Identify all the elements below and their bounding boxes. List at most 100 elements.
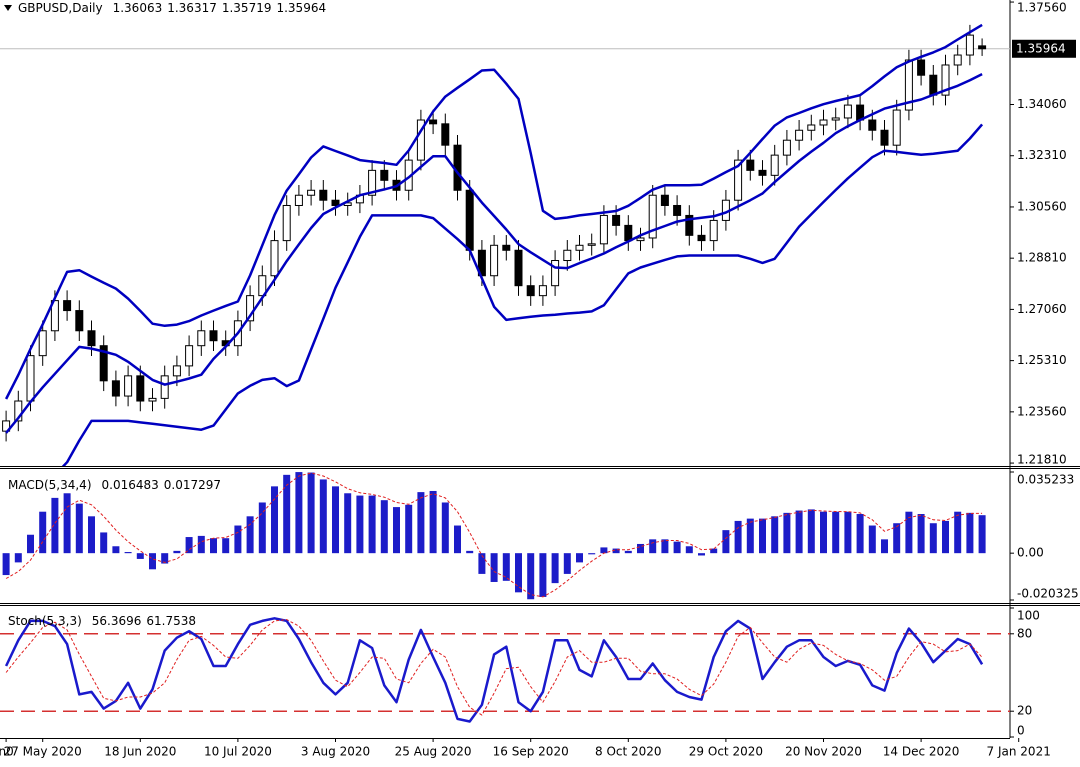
candle-body (197, 330, 206, 347)
header-value: 0.017297 (164, 478, 221, 492)
histogram-bar (527, 553, 535, 600)
candle-body (465, 189, 474, 251)
candle-body (575, 244, 584, 251)
histogram-bar (368, 495, 376, 554)
candle-body (746, 159, 755, 171)
histogram-bar (246, 516, 254, 554)
candle-body (490, 244, 499, 277)
histogram-bar (161, 553, 169, 564)
candle-body (782, 139, 791, 156)
candle-body (63, 300, 72, 312)
histogram-bar (759, 518, 766, 554)
candle-body (563, 249, 572, 262)
indicator-line (5, 72, 983, 434)
histogram-bar (881, 539, 888, 554)
histogram-bar (197, 535, 205, 554)
histogram-bar (173, 550, 181, 554)
indicator-line (61, 123, 984, 466)
candle-body (697, 234, 706, 242)
histogram-bar (222, 538, 230, 554)
histogram-bar (576, 553, 583, 563)
histogram-bar (722, 530, 730, 554)
histogram-bar (149, 553, 156, 570)
candle-body (685, 214, 694, 236)
histogram-bar (51, 497, 59, 554)
candle-body (429, 119, 438, 125)
candle-body (599, 214, 608, 245)
candle-body (380, 169, 389, 181)
y-tick-label: 1.23560 (1017, 404, 1067, 418)
histogram-bar (478, 553, 486, 574)
candle-body (26, 355, 35, 402)
histogram-bar (588, 553, 596, 555)
histogram-bar (612, 548, 620, 554)
y-tick-label: 0 (1017, 724, 1025, 738)
candle-body (636, 237, 645, 242)
candle-body (843, 104, 852, 119)
indicator-line (5, 472, 983, 598)
candle-body (819, 119, 828, 126)
histogram-bar (832, 511, 840, 554)
candle-body (892, 109, 901, 146)
y-tick-label: 100 (1017, 609, 1040, 623)
candle-body (538, 285, 547, 297)
x-tick-label: 7 Jan 2021 (987, 745, 1051, 759)
panel-header: MACD(5,34,4) 0.016483 0.017297 (8, 478, 221, 492)
candle-body (941, 64, 950, 96)
histogram-bar (332, 486, 339, 554)
histogram-bar (405, 504, 413, 554)
histogram-bar (771, 516, 779, 554)
candle-body (124, 375, 133, 397)
y-tick-label: 1.21810 (1017, 453, 1067, 467)
candle-body (978, 45, 987, 50)
candle-body (831, 117, 840, 121)
header-value: 1.35964 (276, 1, 326, 15)
histogram-bar (600, 547, 608, 554)
candle-body (648, 194, 657, 239)
histogram-bar (783, 512, 791, 554)
histogram-bar (283, 474, 291, 554)
y-tick-label: 1.32310 (1017, 148, 1067, 162)
x-tick-label: 10 Jul 2020 (204, 745, 272, 759)
histogram-bar (39, 511, 47, 554)
y-tick-label: 1.28810 (1017, 251, 1067, 265)
candle-body (734, 159, 743, 201)
histogram-bar (88, 516, 95, 554)
histogram-bar (905, 511, 913, 554)
x-tick-label: n0 (0, 745, 14, 759)
candle-body (612, 214, 621, 226)
histogram-bar (185, 537, 193, 554)
header-value: 0.016483 (102, 478, 159, 492)
x-tick-label: 27 May 2020 (4, 745, 82, 759)
histogram-bar (344, 493, 352, 554)
histogram-bar (649, 539, 657, 554)
x-tick-label: 14 Dec 2020 (883, 745, 960, 759)
histogram-bar (685, 546, 693, 554)
candle-body (904, 59, 913, 111)
histogram-bar (441, 502, 449, 554)
panel-title: GBPUSD,Daily (18, 1, 103, 15)
menu-arrow-icon[interactable] (4, 5, 12, 11)
panel-header: GBPUSD,Daily 1.36063 1.36317 1.35719 1.35964 (18, 1, 326, 15)
candle-body (294, 194, 303, 206)
histogram-bar (100, 532, 108, 554)
candle-body (87, 330, 96, 347)
y-tick-label: 1.27060 (1017, 302, 1067, 316)
histogram-bar (502, 553, 510, 581)
bid-label: 1.35964 (1016, 41, 1066, 55)
histogram-bar (893, 523, 901, 554)
histogram-bar (966, 512, 974, 554)
candle-body (99, 345, 108, 382)
candle-body (795, 129, 804, 141)
x-tick-label: 29 Oct 2020 (689, 745, 763, 759)
histogram-bar (112, 546, 120, 554)
histogram-bar (14, 553, 22, 563)
panel-title: Stoch(5,3,3) (8, 614, 82, 628)
x-tick-label: 8 Oct 2020 (595, 745, 662, 759)
header-value: 56.3696 (92, 614, 142, 628)
header-value: 61.7538 (146, 614, 196, 628)
candle-body (307, 189, 316, 196)
candle-body (160, 375, 169, 399)
candle-body (514, 249, 523, 287)
